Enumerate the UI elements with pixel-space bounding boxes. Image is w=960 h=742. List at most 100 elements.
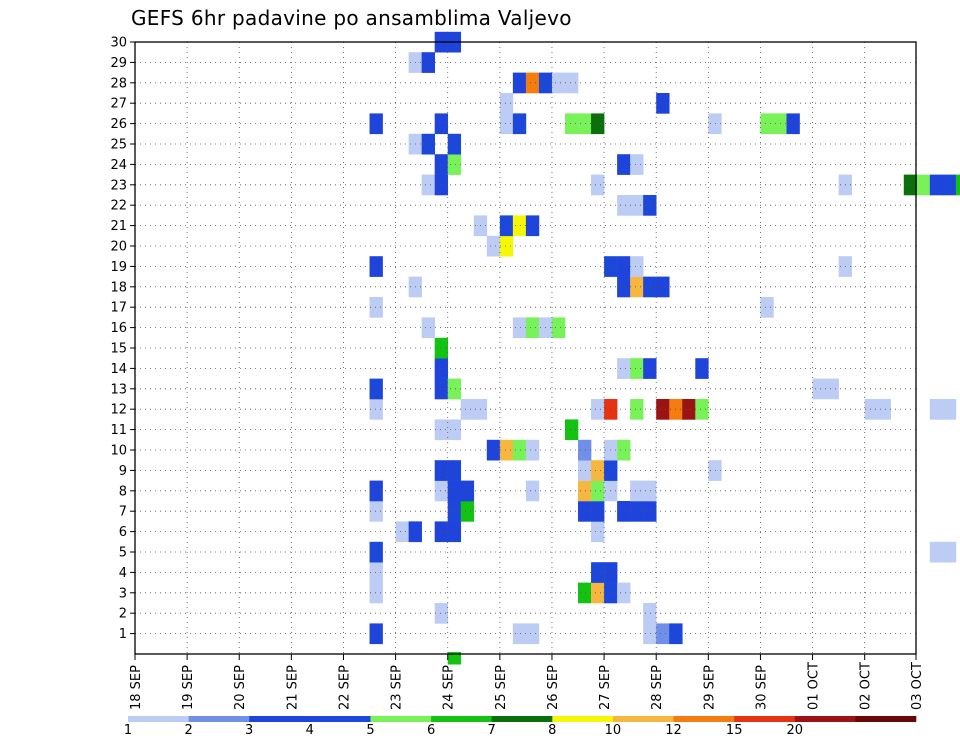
heatmap-cell <box>617 195 631 216</box>
heatmap-cell <box>617 582 631 604</box>
heatmap-cell <box>434 603 449 624</box>
heatmap-cell <box>682 399 696 420</box>
legend-label: 4 <box>306 723 314 738</box>
heatmap-cell <box>630 154 644 175</box>
heatmap-cell <box>434 460 449 481</box>
y-tick-label: 27 <box>110 97 127 112</box>
heatmap-cell <box>617 439 631 461</box>
y-tick-label: 5 <box>119 546 127 561</box>
x-tick-label: 23 SEP <box>390 665 405 710</box>
legend-label: 3 <box>245 723 253 738</box>
heatmap-cell <box>656 399 670 420</box>
heatmap-cell <box>447 378 462 400</box>
x-tick-label: 26 SEP <box>546 665 561 710</box>
heatmap-cell <box>877 399 892 420</box>
heatmap-cell <box>369 256 383 277</box>
heatmap-cell <box>617 154 631 175</box>
heatmap-cell <box>656 623 670 645</box>
heatmap-cell <box>591 480 605 502</box>
y-tick-label: 22 <box>110 199 127 214</box>
legend-label: 10 <box>605 723 622 738</box>
y-tick-label: 12 <box>110 403 127 418</box>
heatmap-cell <box>955 174 960 196</box>
y-tick-label: 20 <box>110 240 127 255</box>
heatmap-cell <box>369 501 383 522</box>
heatmap-cell <box>512 317 527 339</box>
y-tick-label: 11 <box>110 423 127 438</box>
legend-swatch <box>552 716 614 722</box>
heatmap-cell <box>643 358 657 379</box>
chart-title: GEFS 6hr padavine po ansamblima Valjevo <box>131 6 572 30</box>
heatmap-cell <box>525 439 540 461</box>
heatmap-cell <box>512 439 527 461</box>
heatmap-cell <box>460 480 475 502</box>
y-tick-label: 30 <box>110 36 127 51</box>
y-tick-label: 29 <box>110 56 127 71</box>
heatmap-cell <box>656 276 670 298</box>
heatmap-cell <box>643 501 657 522</box>
heatmap-cell <box>369 113 383 135</box>
heatmap-cell <box>942 399 957 420</box>
heatmap-cell <box>486 235 501 257</box>
heatmap-cell <box>369 297 383 318</box>
heatmap-cell <box>447 521 462 543</box>
legend-label: 15 <box>726 723 743 738</box>
heatmap-cell <box>395 521 409 543</box>
heatmap-cell <box>760 113 774 135</box>
heatmap-cell <box>369 562 383 583</box>
heatmap-cell <box>447 460 462 481</box>
heatmap-cell <box>499 439 514 461</box>
y-tick-label: 6 <box>119 525 127 540</box>
x-tick-label: 02 OCT <box>859 662 874 710</box>
heatmap-cell <box>643 195 657 216</box>
heatmap-cell <box>591 562 605 583</box>
y-tick-label: 3 <box>119 586 127 601</box>
heatmap-cell <box>617 256 631 277</box>
heatmap-cell <box>447 133 462 155</box>
heatmap-cell <box>499 93 514 114</box>
heatmap-cell <box>421 317 435 339</box>
heatmap-cell <box>578 113 592 135</box>
heatmap-cell <box>512 113 527 135</box>
heatmap-cell <box>591 501 605 522</box>
y-tick-label: 14 <box>110 362 127 377</box>
legend-swatch <box>128 716 189 722</box>
heatmap-cell <box>591 460 605 481</box>
legend-swatch <box>370 716 432 722</box>
x-tick-label: 18 SEP <box>129 665 144 710</box>
heatmap-cell <box>421 174 435 196</box>
heatmap-cell <box>591 174 605 196</box>
y-tick-label: 1 <box>119 627 127 642</box>
heatmap-cell <box>578 501 592 522</box>
heatmap-cell <box>617 276 631 298</box>
heatmap-cell <box>630 480 644 502</box>
legend-swatch <box>249 716 311 722</box>
y-tick-label: 13 <box>110 382 127 397</box>
legend-swatch <box>491 716 553 722</box>
heatmap-cell <box>591 399 605 420</box>
heatmap-cell <box>499 235 514 257</box>
heatmap-cell <box>434 174 449 196</box>
heatmap-cell <box>486 439 501 461</box>
x-tick-label: 28 SEP <box>650 665 665 710</box>
x-tick-label: 27 SEP <box>598 665 613 710</box>
y-tick-label: 23 <box>110 178 127 193</box>
heatmap-cell <box>630 276 644 298</box>
heatmap-cell <box>929 541 944 563</box>
heatmap-cell <box>760 297 774 318</box>
legend-swatch <box>309 716 371 722</box>
heatmap-cell <box>447 501 462 522</box>
legend-label: 5 <box>366 723 374 738</box>
heatmap-cell <box>434 337 449 359</box>
heatmap-cell <box>525 317 540 339</box>
heatmap-cell <box>421 52 435 73</box>
legend-label: 7 <box>488 723 496 738</box>
heatmap-cell <box>434 113 449 135</box>
legend-label: 12 <box>665 723 682 738</box>
legend-label: 1 <box>124 723 132 738</box>
heatmap-cell <box>578 439 592 461</box>
heatmap-cell <box>643 623 657 645</box>
x-tick-label: 29 SEP <box>702 665 717 710</box>
heatmap-cell <box>460 501 475 522</box>
y-tick-label: 21 <box>110 219 127 234</box>
